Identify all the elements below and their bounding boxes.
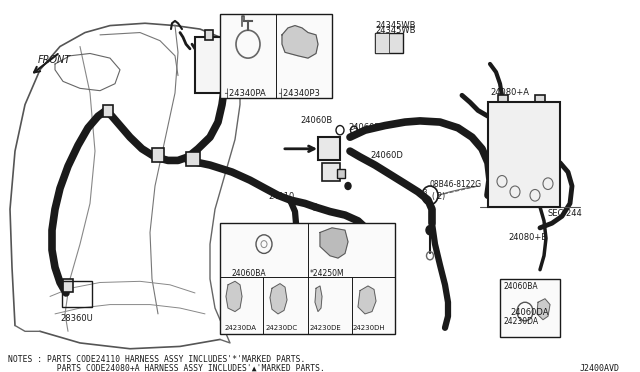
Text: ┤24340PA: ┤24340PA [224,89,266,98]
Bar [375,32,389,54]
Text: 24060BA: 24060BA [232,269,267,278]
Text: J2400AVD: J2400AVD [580,364,620,372]
Bar [322,163,340,181]
Polygon shape [226,281,242,312]
Polygon shape [282,26,318,58]
Text: 3: 3 [423,189,428,195]
Polygon shape [320,228,348,258]
Text: 28360U: 28360U [60,314,93,323]
Polygon shape [270,284,287,314]
Circle shape [345,183,351,189]
Text: 08B46-8122G: 08B46-8122G [430,180,482,189]
Bar [220,223,395,334]
Text: FRONT: FRONT [38,55,71,65]
Bar [152,148,164,161]
Bar [195,37,253,93]
Bar [337,169,345,178]
Text: 24345WB: 24345WB [375,21,415,30]
Text: 24230DA: 24230DA [225,326,257,331]
Text: ┤24340P3: ┤24340P3 [278,89,320,98]
Bar [62,281,92,307]
Bar [375,32,403,54]
Circle shape [426,225,434,235]
Bar [230,30,238,39]
Text: 24080+A: 24080+A [490,89,529,97]
Text: 24345WB: 24345WB [375,26,415,35]
Text: ( 2): ( 2) [432,192,445,201]
Text: NOTES : PARTS CODE24110 HARNESS ASSY INCLUDES'*'MARKED PARTS.: NOTES : PARTS CODE24110 HARNESS ASSY INC… [8,355,305,363]
Text: 24080+B: 24080+B [508,232,547,241]
Bar [318,137,340,160]
Text: PARTS CODE24080+A HARNESS ASSY INCLUDES'▲'MARKED PARTS.: PARTS CODE24080+A HARNESS ASSY INCLUDES'… [8,364,325,372]
Bar [220,14,332,97]
Text: 24230DC: 24230DC [266,326,298,331]
Text: 24060D: 24060D [370,151,403,160]
Polygon shape [537,299,550,320]
Polygon shape [358,286,376,314]
Text: 24060B: 24060B [348,123,380,132]
Bar [205,30,213,39]
Bar [103,105,113,118]
Text: SEC.244: SEC.244 [548,209,583,218]
Text: 24230DH: 24230DH [353,326,386,331]
Bar [498,95,508,105]
Text: 24230DE: 24230DE [310,326,342,331]
Text: 24110: 24110 [268,192,294,201]
Text: 24060B: 24060B [300,116,332,125]
Bar [488,102,560,207]
Text: 24060DA: 24060DA [510,308,548,317]
Bar [500,279,560,337]
Bar [186,152,200,166]
Text: 24230DA: 24230DA [503,317,538,326]
Text: 24060BA: 24060BA [503,282,538,292]
Bar [63,279,73,292]
Text: *24250M: *24250M [310,269,344,278]
Bar [535,95,545,105]
Polygon shape [315,286,322,312]
